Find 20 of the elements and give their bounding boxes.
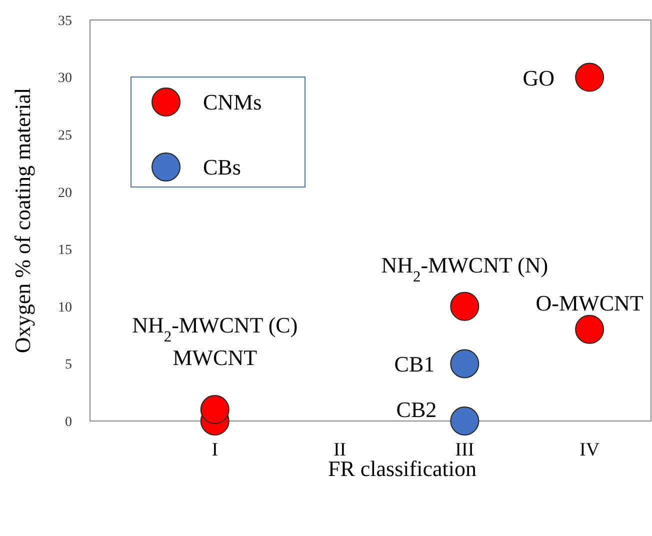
- annotation: O-MWCNT: [536, 290, 644, 316]
- annotation: NH$_{2}$-MWCNT (N): [381, 252, 548, 285]
- annotation: NH$_{2}$-MWCNT (C): [132, 312, 298, 346]
- y-tick-label: 30: [58, 71, 72, 86]
- y-axis-title: Oxygen % of coating material: [10, 88, 35, 354]
- x-tick-label: I: [212, 440, 218, 461]
- y-tick-label: 25: [58, 128, 72, 144]
- y-tick-label: 15: [58, 243, 72, 258]
- annotation: CB1: [394, 352, 435, 377]
- y-tick-label: 35: [58, 14, 72, 29]
- y-tick-label: 10: [58, 300, 72, 316]
- y-tick-label: 5: [65, 358, 72, 373]
- x-tick-label: IV: [580, 440, 600, 461]
- y-tick-label: 0: [65, 414, 72, 430]
- legend-label: CNMs: [203, 90, 262, 115]
- y-tick-label: 20: [58, 186, 72, 201]
- annotation: MWCNT: [172, 345, 258, 370]
- annotation: GO: [522, 65, 555, 90]
- legend-label: CBs: [203, 154, 241, 180]
- annotation: CB2: [396, 397, 437, 422]
